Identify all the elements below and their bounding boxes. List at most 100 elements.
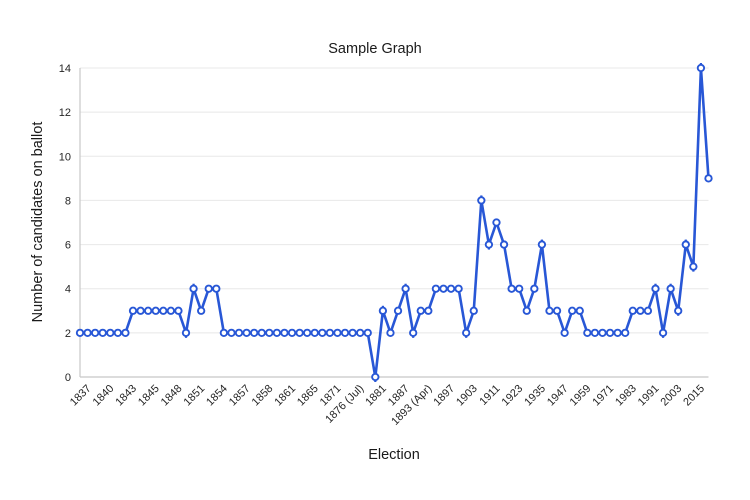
data-point bbox=[348, 328, 357, 338]
data-point bbox=[128, 306, 138, 315]
data-point bbox=[227, 328, 236, 338]
data-point bbox=[658, 328, 668, 338]
data-point bbox=[598, 328, 607, 338]
x-tick-label: 1861 bbox=[272, 383, 298, 409]
data-point bbox=[424, 306, 433, 315]
x-tick-label: 1903 bbox=[454, 383, 480, 409]
data-point bbox=[409, 328, 418, 338]
x-tick-label: 1983 bbox=[613, 383, 639, 409]
data-point bbox=[83, 328, 92, 338]
data-point bbox=[484, 240, 494, 249]
x-tick-label: 1947 bbox=[545, 383, 571, 409]
data-point bbox=[90, 328, 100, 338]
data-point bbox=[666, 284, 675, 293]
data-point bbox=[643, 306, 653, 315]
x-tick-label: 1923 bbox=[500, 383, 526, 409]
data-point bbox=[515, 284, 524, 293]
x-tick-label: 1935 bbox=[522, 383, 548, 409]
data-point bbox=[462, 328, 471, 338]
data-point bbox=[621, 328, 630, 338]
data-point bbox=[568, 306, 577, 315]
data-point bbox=[98, 328, 107, 338]
x-tick-label: 1858 bbox=[250, 383, 276, 409]
data-point bbox=[363, 328, 372, 338]
data-point bbox=[151, 306, 160, 315]
data-point bbox=[378, 306, 388, 315]
data-point bbox=[446, 284, 456, 293]
x-tick-label: 2003 bbox=[659, 383, 685, 409]
data-point bbox=[674, 306, 683, 315]
data-point bbox=[545, 306, 554, 315]
data-point bbox=[212, 284, 221, 293]
data-point bbox=[393, 306, 403, 315]
y-tick-label: 0 bbox=[65, 372, 71, 384]
data-point bbox=[530, 284, 539, 293]
x-tick-label: 1865 bbox=[295, 383, 321, 409]
data-point bbox=[681, 240, 690, 249]
data-point bbox=[325, 328, 335, 338]
data-point bbox=[174, 306, 183, 315]
data-point bbox=[242, 328, 251, 338]
x-tick-label: 1911 bbox=[477, 383, 502, 408]
data-point bbox=[121, 328, 130, 338]
data-point bbox=[257, 328, 266, 338]
data-point bbox=[636, 306, 645, 315]
data-point bbox=[552, 306, 562, 315]
data-point bbox=[416, 306, 425, 315]
data-point bbox=[560, 328, 569, 338]
series-candidates bbox=[75, 63, 713, 382]
data-point bbox=[492, 218, 501, 227]
y-tick-label: 12 bbox=[59, 107, 71, 119]
data-point bbox=[136, 306, 145, 315]
x-tick-label: 1845 bbox=[136, 383, 162, 409]
data-point bbox=[628, 306, 637, 315]
x-tick-label: 2015 bbox=[681, 383, 707, 409]
y-tick-label: 8 bbox=[65, 195, 71, 207]
data-point bbox=[250, 328, 259, 338]
data-point bbox=[651, 284, 660, 293]
y-tick-label: 2 bbox=[65, 328, 71, 340]
x-tick-label: 1897 bbox=[431, 383, 457, 409]
data-point bbox=[303, 328, 312, 338]
x-tick-label: 1959 bbox=[568, 383, 594, 409]
data-point bbox=[166, 306, 176, 315]
x-tick-label: 1840 bbox=[91, 383, 117, 409]
data-point bbox=[333, 328, 342, 338]
data-point bbox=[318, 328, 327, 338]
data-point bbox=[340, 328, 350, 338]
data-point bbox=[265, 328, 274, 338]
data-point bbox=[522, 306, 531, 315]
data-point bbox=[144, 306, 153, 315]
y-tick-label: 6 bbox=[65, 240, 71, 252]
data-point bbox=[401, 284, 410, 293]
y-axis-title: Number of candidates on ballot bbox=[30, 122, 46, 323]
data-point bbox=[477, 196, 486, 205]
y-tick-label: 14 bbox=[59, 63, 71, 75]
data-point bbox=[696, 63, 706, 73]
data-point bbox=[454, 284, 463, 293]
data-point bbox=[280, 328, 289, 338]
data-point bbox=[605, 328, 615, 338]
x-tick-label: 1854 bbox=[204, 383, 230, 409]
x-tick-label: 1857 bbox=[227, 383, 253, 409]
data-point bbox=[507, 284, 516, 293]
data-point bbox=[219, 328, 229, 338]
data-point bbox=[234, 328, 244, 338]
x-tick-label: 1843 bbox=[113, 383, 139, 409]
data-point bbox=[583, 328, 592, 338]
y-tick-label: 4 bbox=[65, 284, 71, 296]
x-tick-label: 1991 bbox=[636, 383, 662, 409]
axes bbox=[79, 68, 709, 378]
data-point bbox=[204, 284, 213, 293]
x-tick-label: 1848 bbox=[159, 383, 185, 409]
data-point bbox=[295, 328, 304, 338]
data-point bbox=[75, 328, 85, 338]
data-point bbox=[356, 328, 365, 338]
data-point bbox=[371, 372, 380, 382]
data-point bbox=[386, 328, 395, 338]
x-axis-title: Election bbox=[368, 447, 420, 463]
data-point bbox=[106, 328, 115, 338]
data-point bbox=[704, 174, 713, 183]
